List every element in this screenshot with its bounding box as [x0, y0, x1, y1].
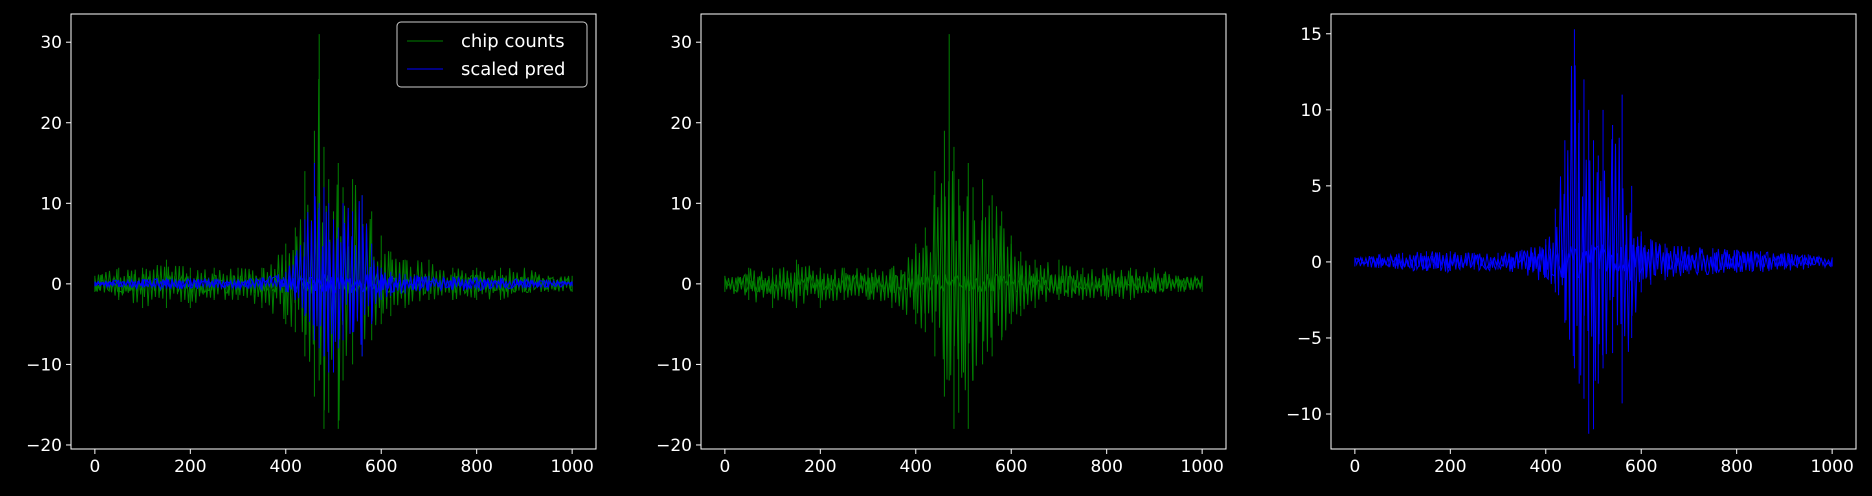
x-tick-label: 1000 — [1811, 457, 1854, 477]
series-baseline — [724, 272, 1203, 295]
y-tick-label: −10 — [26, 355, 62, 375]
y-tick-label: 15 — [1300, 25, 1322, 45]
legend-label: scaled pred — [461, 59, 565, 80]
series-scaled-pred — [94, 163, 573, 373]
y-tick-label: 10 — [670, 194, 692, 214]
y-tick-label: 0 — [1311, 253, 1322, 273]
plot-frame — [1330, 13, 1857, 450]
chart-panel-2: 0 200 400 600 800 1000 −20 −10 0 10 20 30 — [656, 13, 1227, 477]
legend-label: chip counts — [461, 31, 565, 52]
y-tick-label: 30 — [40, 33, 62, 53]
series-baseline — [94, 274, 573, 296]
y-tick-label: −10 — [656, 355, 692, 375]
x-tick-label: 400 — [270, 457, 302, 477]
x-tick-label: 800 — [1090, 457, 1122, 477]
y-tick-label: 0 — [51, 275, 62, 295]
y-tick-label: 10 — [40, 194, 62, 214]
x-tick-label: 1000 — [1181, 457, 1224, 477]
x-tick-label: 800 — [1720, 457, 1752, 477]
y-tick-label: 20 — [40, 114, 62, 134]
x-tick-label: 400 — [1530, 457, 1562, 477]
x-tick-label: 0 — [719, 457, 730, 477]
x-tick-label: 200 — [804, 457, 836, 477]
legend: chip counts scaled pred — [396, 21, 588, 88]
series-baseline — [1354, 243, 1833, 282]
x-tick-label: 600 — [1625, 457, 1657, 477]
x-tick-label: 1000 — [551, 457, 594, 477]
y-tick-label: −10 — [1286, 405, 1322, 425]
series-green — [724, 34, 1203, 429]
y-tick-label: 0 — [681, 275, 692, 295]
chart-panel-1: 0 200 400 600 800 1000 −20 −10 0 10 20 30 chip count… — [26, 13, 597, 477]
series-blue — [1354, 29, 1833, 434]
plot-frame — [70, 13, 597, 450]
y-tick-label: 20 — [670, 114, 692, 134]
plot-frame — [700, 13, 1227, 450]
y-tick-label: 5 — [1311, 177, 1322, 197]
x-tick-label: 600 — [995, 457, 1027, 477]
y-tick-label: −20 — [656, 436, 692, 456]
x-tick-label: 800 — [460, 457, 492, 477]
chart-panel-3: 0 200 400 600 800 1000 −10 −5 0 5 10 15 — [1286, 13, 1857, 477]
x-tick-label: 400 — [900, 457, 932, 477]
x-tick-label: 0 — [1349, 457, 1360, 477]
y-tick-label: 30 — [670, 33, 692, 53]
legend-box — [396, 21, 588, 88]
y-tick-label: −20 — [26, 436, 62, 456]
x-tick-label: 600 — [365, 457, 397, 477]
y-tick-label: −5 — [1297, 329, 1322, 349]
y-tick-label: 10 — [1300, 101, 1322, 121]
x-tick-label: 200 — [1434, 457, 1466, 477]
x-tick-label: 200 — [174, 457, 206, 477]
x-tick-label: 0 — [89, 457, 100, 477]
